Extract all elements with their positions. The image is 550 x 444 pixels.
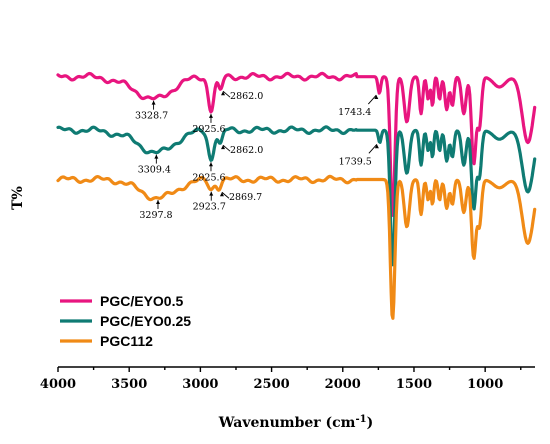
annotation-arrowhead (221, 145, 226, 150)
series-layer (56, 71, 537, 320)
annotation-arrow (367, 94, 377, 105)
annotation-label: 2862.0 (230, 91, 263, 102)
annotation-arrowhead (208, 162, 213, 167)
annotation-label: 2862.0 (230, 145, 263, 156)
x-axis-title-sup: -1 (355, 414, 366, 425)
annotation-arrowhead (374, 95, 379, 100)
annotation-arrowhead (154, 154, 159, 159)
x-axis-title: Wavenumber (cm-1) (218, 414, 373, 431)
x-tick-label: 1000 (467, 377, 503, 392)
annotation-layer: 3328.7 2925.6 2862.0 1743.4 3309.4 2925.6 2862… (135, 90, 379, 221)
x-tick-label: 3500 (111, 377, 147, 392)
legend-label: PGC/EYO0.5 (100, 293, 183, 309)
x-axis-title-close: ) (367, 415, 374, 431)
annotation-arrowhead (209, 191, 214, 196)
annotation-label: 2923.7 (193, 202, 226, 213)
annotation-arrow (222, 144, 231, 152)
annotation-arrowhead (374, 144, 379, 149)
series-line-pgc-eyo0-25 (56, 125, 537, 267)
annotation-arrowhead (221, 91, 226, 96)
annotation-arrowhead (208, 113, 213, 118)
annotation-label: 2869.7 (229, 192, 262, 203)
annotation-arrowhead (219, 192, 224, 197)
y-axis-title: T% (10, 186, 26, 210)
annotation-arrow (221, 191, 230, 199)
x-tick-label: 3000 (182, 377, 218, 392)
legend: PGC/EYO0.5 PGC/EYO0.25 PGC112 (60, 293, 191, 349)
annotation-arrowhead (155, 200, 160, 205)
annotation-label: 1743.4 (338, 107, 371, 118)
x-tick-label: 2500 (253, 377, 289, 392)
annotation-arrow (368, 143, 378, 154)
annotation-arrowhead (151, 100, 156, 105)
x-axis: 4000 3500 3000 2500 2000 1500 1000 (40, 366, 535, 392)
annotation-label: 2925.6 (192, 124, 225, 135)
legend-label: PGC112 (100, 333, 153, 349)
legend-label: PGC/EYO0.25 (100, 313, 191, 329)
x-tick-label: 1500 (396, 377, 432, 392)
series-line-pgc-eyo0-5 (56, 71, 537, 217)
series-line-pgc112 (56, 174, 537, 320)
annotation-label: 1739.5 (339, 156, 372, 167)
x-tick-label: 4000 (40, 377, 76, 392)
annotation-label: 3297.8 (139, 210, 172, 221)
annotation-label: 2925.6 (192, 172, 225, 183)
annotation-arrow (222, 90, 231, 98)
x-axis-title-main: Wavenumber (cm (218, 415, 356, 431)
annotation-label: 3328.7 (135, 111, 168, 122)
annotation-label: 3309.4 (138, 165, 171, 176)
x-tick-label: 2000 (325, 377, 361, 392)
